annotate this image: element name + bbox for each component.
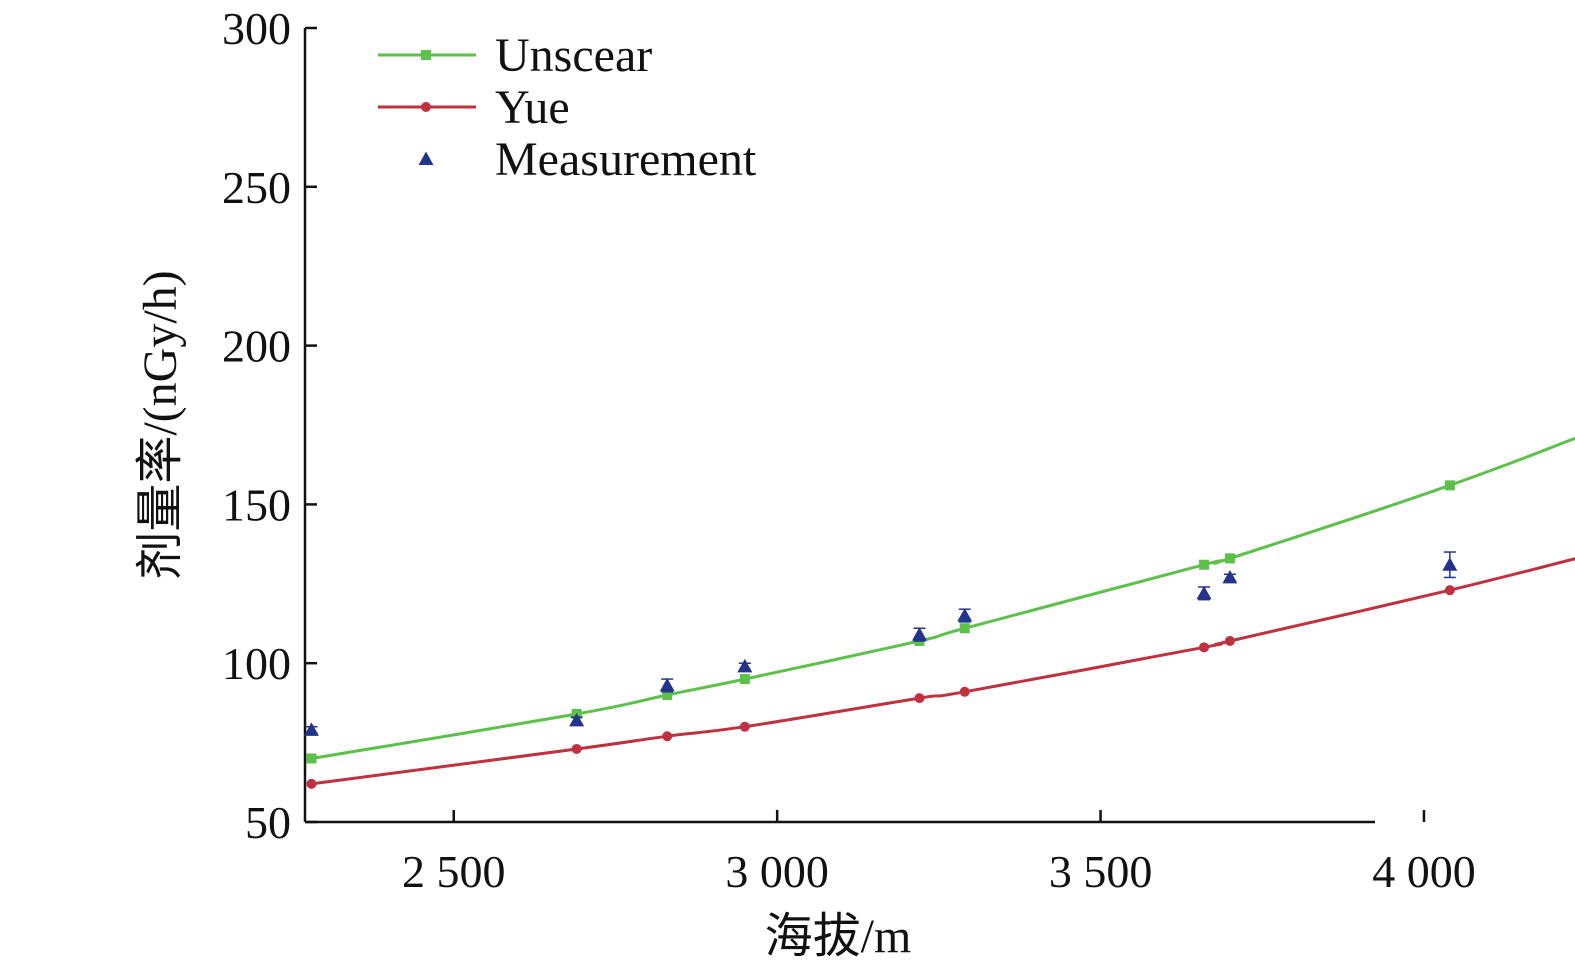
series-yue (306, 557, 1575, 789)
yue-point (959, 686, 970, 697)
legend-measurement-marker (418, 151, 434, 165)
series-measurement (303, 551, 1458, 736)
unscear-point (959, 623, 970, 634)
measurement-point (957, 608, 973, 622)
legend-unscear-label: Unscear (495, 29, 652, 82)
yue-point (739, 721, 750, 732)
y-tick-label: 100 (222, 638, 291, 689)
legend-yue-marker (421, 102, 431, 112)
yue-point (662, 731, 673, 742)
unscear-line (311, 436, 1575, 760)
y-axis-title: 剂量率/(nGy/h) (134, 270, 187, 579)
measurement-point (737, 658, 753, 673)
x-tick-label: 3 000 (725, 846, 829, 897)
unscear-point (1199, 559, 1210, 570)
x-axis-title: 海拔/m (765, 910, 912, 963)
yue-point (306, 778, 317, 789)
y-tick-label: 200 (222, 321, 291, 372)
y-tick-label: 150 (222, 479, 291, 530)
measurement-point (911, 627, 927, 641)
series-layer (303, 436, 1575, 789)
legend-measurement-label: Measurement (495, 133, 757, 186)
measurement-point (569, 712, 585, 727)
unscear-point (739, 674, 750, 685)
measurement-point (303, 722, 319, 736)
measurement-point (1222, 569, 1238, 584)
unscear-point (306, 753, 317, 764)
yue-point (1444, 585, 1455, 596)
measurement-point (1442, 557, 1458, 571)
y-tick-label: 300 (222, 3, 291, 54)
x-tick-label: 3 500 (1049, 846, 1153, 897)
yue-point (1224, 635, 1235, 646)
ticks (305, 26, 1426, 824)
yue-point (914, 693, 925, 704)
x-tick-label: 2 500 (402, 846, 506, 897)
unscear-point (662, 689, 673, 700)
measurement-point (1196, 585, 1212, 600)
legend-yue-label: Yue (495, 81, 570, 134)
y-tick-label: 50 (245, 797, 291, 848)
x-tick-label: 4 000 (1372, 846, 1476, 897)
legend-unscear-marker (421, 50, 431, 60)
axes (303, 28, 1375, 824)
series-unscear (306, 436, 1575, 764)
yue-point (571, 743, 582, 754)
unscear-point (1224, 553, 1235, 564)
y-tick-label: 250 (222, 162, 291, 213)
yue-point (1199, 642, 1210, 653)
unscear-point (1444, 480, 1455, 491)
yue-line (311, 557, 1575, 786)
measurement-point (659, 677, 675, 692)
